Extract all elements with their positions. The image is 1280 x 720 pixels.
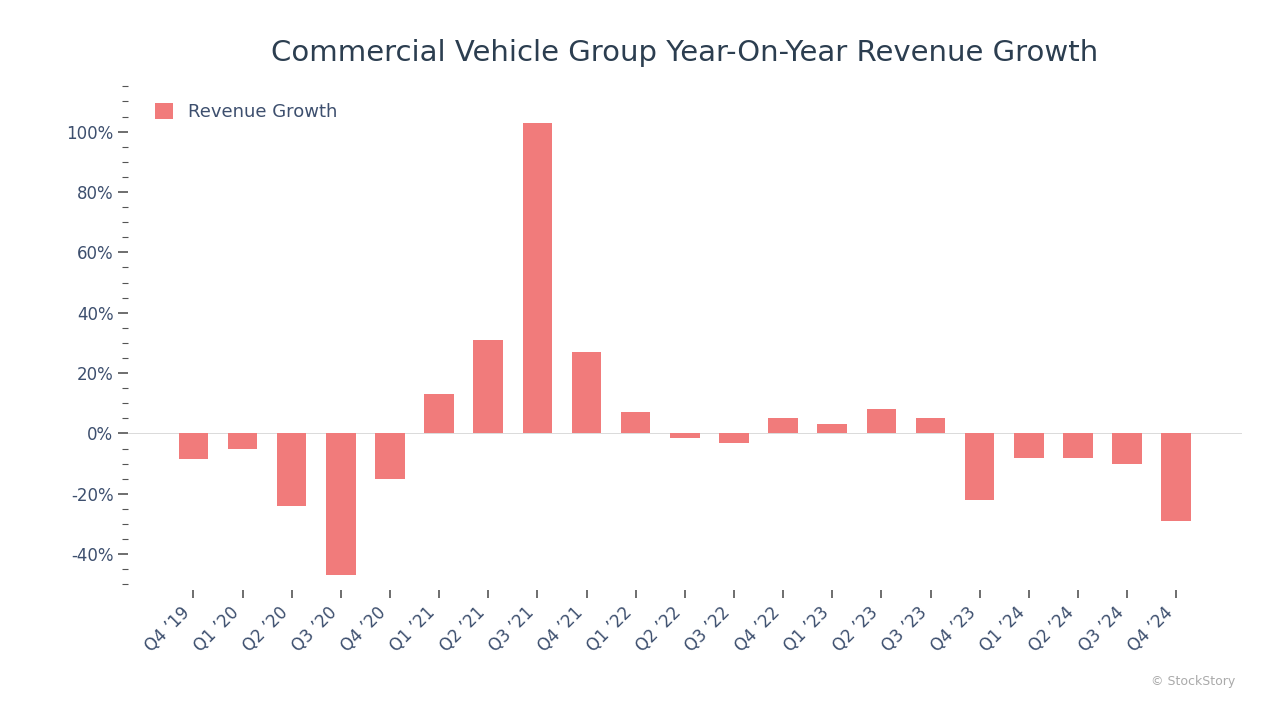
Bar: [818, 424, 847, 433]
Bar: [965, 433, 995, 500]
Bar: [1112, 433, 1142, 464]
Bar: [572, 352, 602, 433]
Bar: [474, 340, 503, 433]
Bar: [326, 433, 356, 575]
Bar: [867, 410, 896, 433]
Bar: [276, 433, 306, 506]
Bar: [425, 395, 454, 433]
Legend: Revenue Growth: Revenue Growth: [148, 96, 344, 128]
Bar: [1014, 433, 1043, 458]
Text: © StockStory: © StockStory: [1151, 675, 1235, 688]
Bar: [522, 122, 552, 433]
Bar: [669, 433, 700, 438]
Bar: [375, 433, 404, 479]
Bar: [1064, 433, 1093, 458]
Bar: [768, 418, 797, 433]
Bar: [179, 433, 209, 459]
Bar: [621, 413, 650, 433]
Bar: [915, 418, 945, 433]
Title: Commercial Vehicle Group Year-On-Year Revenue Growth: Commercial Vehicle Group Year-On-Year Re…: [271, 40, 1098, 68]
Bar: [228, 433, 257, 449]
Bar: [1161, 433, 1190, 521]
Bar: [719, 433, 749, 443]
